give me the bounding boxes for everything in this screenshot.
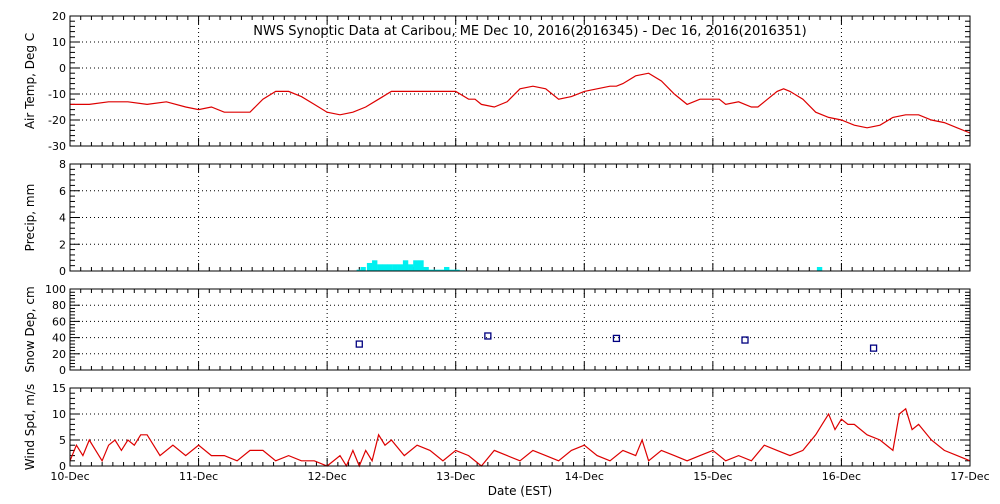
- x-tick-label: 14-Dec: [565, 470, 604, 483]
- precip-bar: [397, 264, 404, 271]
- snow-depth-y-tick-label: 60: [52, 315, 66, 328]
- precip-bar: [816, 266, 823, 271]
- precip-bar: [402, 260, 409, 271]
- air-temp-plot-frame: [69, 15, 971, 147]
- x-tick-label: 12-Dec: [308, 470, 347, 483]
- precip-y-tick-label: 4: [59, 212, 66, 225]
- precip-bar: [392, 264, 398, 271]
- wind-speed-y-tick-label: 10: [52, 408, 66, 421]
- snow-depth-y-tick-label: 80: [52, 299, 66, 312]
- x-tick-label: 17-Dec: [950, 470, 989, 483]
- x-tick-label: 16-Dec: [822, 470, 861, 483]
- air-temp-y-tick-label: 0: [59, 62, 66, 75]
- wind-speed-y-axis-label: Wind Spd, m/s: [23, 384, 37, 470]
- precip-y-tick-label: 8: [59, 158, 66, 171]
- snow-depth-point: [612, 334, 621, 343]
- precip-bar: [413, 260, 419, 271]
- snow-depth-point: [355, 340, 363, 348]
- air-temp-y-tick-label: 20: [52, 10, 66, 23]
- precip-bar: [444, 266, 450, 271]
- precip-y-tick-label: 2: [59, 238, 66, 251]
- air-temp-series-line: [70, 72, 971, 134]
- snow-depth-point: [484, 332, 492, 340]
- precip-y-tick-label: 6: [59, 185, 66, 198]
- precip-bar: [449, 269, 455, 271]
- snow-depth-point: [741, 336, 749, 344]
- snow-depth-y-tick-label: 40: [52, 332, 66, 345]
- x-tick-label: 13-Dec: [436, 470, 475, 483]
- air-temp-y-tick-label: 10: [52, 36, 66, 49]
- chart-title: NWS Synoptic Data at Caribou, ME Dec 10,…: [253, 24, 806, 39]
- precip-bar: [433, 269, 440, 271]
- air-temp-y-tick-label: -30: [48, 140, 66, 153]
- precip-bar: [438, 269, 445, 271]
- x-tick-label: 15-Dec: [693, 470, 732, 483]
- snow-depth-y-tick-label: 100: [45, 283, 66, 296]
- snow-depth-point: [869, 344, 878, 352]
- air-temp-y-tick-label: -10: [48, 88, 66, 101]
- precip-bar: [372, 260, 378, 271]
- x-axis-label: Date (EST): [488, 484, 552, 498]
- precip-bar: [360, 266, 366, 271]
- precip-bar: [418, 260, 424, 271]
- precip-y-tick-label: 0: [59, 265, 66, 278]
- wind-speed-y-tick-label: 5: [59, 434, 66, 447]
- snow-depth-y-tick-label: 0: [59, 364, 66, 377]
- precip-bar: [356, 269, 362, 271]
- x-tick-label: 11-Dec: [179, 470, 218, 483]
- precip-y-axis-label: Precip, mm: [23, 184, 37, 252]
- wind-speed-y-tick-label: 0: [59, 460, 66, 473]
- precip-bar: [382, 264, 388, 271]
- air-temp-y-axis-label: Air Temp, Deg C: [23, 33, 37, 129]
- wind-speed-y-tick-label: 15: [52, 382, 66, 395]
- precip-bar: [428, 269, 434, 271]
- precip-bar: [387, 264, 393, 271]
- precip-bar: [454, 269, 460, 271]
- wind-speed-plot-frame: [69, 387, 971, 467]
- snow-depth-y-axis-label: Snow Dep, cm: [23, 286, 37, 372]
- precip-bar: [377, 264, 383, 271]
- snow-depth-y-tick-label: 20: [52, 348, 66, 361]
- wind-speed-series-line: [69, 407, 971, 468]
- precip-bar: [423, 266, 429, 271]
- snow-depth-plot-frame: [69, 288, 971, 371]
- precip-bar: [366, 262, 373, 271]
- air-temp-y-tick-label: -20: [48, 114, 66, 127]
- precip-bar: [408, 264, 414, 271]
- x-tick-label: 10-Dec: [50, 470, 89, 483]
- precip-plot-frame: [69, 163, 971, 272]
